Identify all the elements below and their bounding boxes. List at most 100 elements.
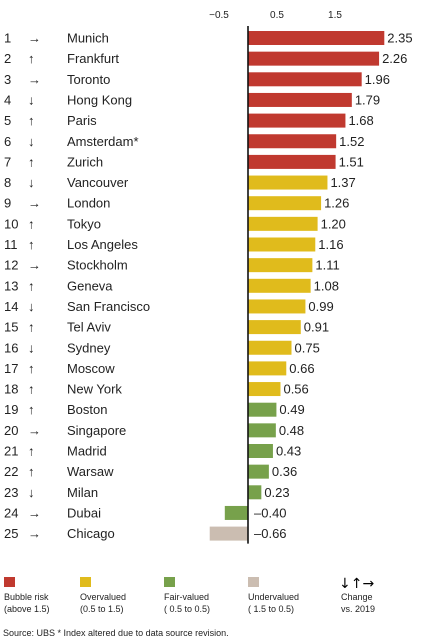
value-label: 1.16 bbox=[318, 237, 343, 252]
value-label: 1.96 bbox=[365, 72, 390, 87]
value-label: 0.36 bbox=[272, 464, 297, 479]
value-label: 0.99 bbox=[308, 299, 333, 314]
bar-overvalued bbox=[248, 278, 311, 293]
table-row: 12 → Stockholm 1.11 bbox=[4, 258, 340, 273]
city-label: San Francisco bbox=[67, 299, 150, 314]
rank-label: 17 bbox=[4, 361, 18, 376]
change-right-icon: → bbox=[28, 196, 41, 211]
legend-item-bubble: Bubble risk (above 1.5) bbox=[4, 577, 50, 614]
city-label: Boston bbox=[67, 402, 107, 417]
bar-overvalued bbox=[248, 340, 292, 355]
table-row: 20 → Singapore 0.48 bbox=[4, 423, 304, 438]
value-label: 1.26 bbox=[324, 196, 349, 211]
rank-label: 18 bbox=[4, 382, 18, 397]
city-label: Dubai bbox=[67, 505, 101, 520]
value-label: –0.40 bbox=[254, 505, 287, 520]
rank-label: 10 bbox=[4, 216, 18, 231]
rank-label: 3 bbox=[4, 72, 11, 87]
table-row: 9 → London 1.26 bbox=[4, 196, 349, 211]
bar-overvalued bbox=[248, 382, 281, 397]
city-label: Singapore bbox=[67, 423, 126, 438]
city-label: Toronto bbox=[67, 72, 110, 87]
value-label: 0.91 bbox=[304, 320, 329, 335]
table-row: 10 ↑ Tokyo 1.20 bbox=[4, 216, 346, 231]
table-row: 25 → Chicago –0.66 bbox=[4, 526, 287, 541]
value-label: –0.66 bbox=[254, 526, 287, 541]
legend-range: (above 1.5) bbox=[4, 604, 50, 614]
rank-label: 2 bbox=[4, 51, 11, 66]
city-label: Geneva bbox=[67, 278, 113, 293]
change-down-icon: ↓ bbox=[28, 485, 35, 500]
change-up-icon: ↑ bbox=[28, 464, 35, 479]
city-label: Tokyo bbox=[67, 216, 101, 231]
legend-swatch bbox=[164, 577, 175, 587]
bar-bubble bbox=[248, 72, 362, 87]
table-row: 19 ↑ Boston 0.49 bbox=[4, 402, 305, 417]
change-up-icon: ↑ bbox=[28, 216, 35, 231]
value-label: 0.56 bbox=[283, 382, 308, 397]
rank-label: 13 bbox=[4, 278, 18, 293]
bar-bubble bbox=[248, 154, 336, 169]
legend-swatch bbox=[248, 577, 259, 587]
value-label: 0.75 bbox=[295, 340, 320, 355]
rank-label: 1 bbox=[4, 31, 11, 46]
change-up-icon: ↑ bbox=[28, 154, 35, 169]
value-label: 2.26 bbox=[382, 51, 407, 66]
change-up-icon: ↑ bbox=[28, 382, 35, 397]
legend-item-change: ↓↑→Change vs. 2019 bbox=[339, 576, 375, 614]
city-label: London bbox=[67, 196, 110, 211]
rank-label: 8 bbox=[4, 175, 11, 190]
legend-label: vs. 2019 bbox=[341, 604, 375, 614]
city-label: New York bbox=[67, 382, 122, 397]
legend-item-fair: Fair-valued ( 0.5 to 0.5) bbox=[164, 577, 210, 614]
table-row: 4 ↓ Hong Kong 1.79 bbox=[4, 92, 380, 107]
value-label: 1.20 bbox=[321, 216, 346, 231]
value-label: 1.51 bbox=[339, 154, 364, 169]
rank-label: 20 bbox=[4, 423, 18, 438]
table-row: 3 → Toronto 1.96 bbox=[4, 72, 390, 87]
bar-fair bbox=[248, 402, 277, 417]
city-label: Frankfurt bbox=[67, 51, 119, 66]
bar-overvalued bbox=[248, 237, 316, 252]
rank-label: 4 bbox=[4, 92, 11, 107]
city-label: Zurich bbox=[67, 154, 103, 169]
table-row: 8 ↓ Vancouver 1.37 bbox=[4, 175, 356, 190]
bar-overvalued bbox=[248, 320, 301, 335]
city-label: Warsaw bbox=[67, 464, 114, 479]
city-label: Los Angeles bbox=[67, 237, 138, 252]
rank-label: 19 bbox=[4, 402, 18, 417]
change-right-icon: → bbox=[28, 72, 41, 87]
change-right-icon: → bbox=[28, 526, 41, 541]
rank-label: 15 bbox=[4, 320, 18, 335]
table-row: 15 ↑ Tel Aviv 0.91 bbox=[4, 320, 329, 335]
bar-fair bbox=[248, 444, 273, 458]
rank-label: 22 bbox=[4, 464, 18, 479]
value-label: 1.79 bbox=[355, 92, 380, 107]
change-right-icon: → bbox=[28, 505, 41, 520]
rank-label: 11 bbox=[4, 237, 18, 252]
change-right-icon: → bbox=[28, 31, 41, 46]
table-row: 22 ↑ Warsaw 0.36 bbox=[4, 464, 297, 479]
value-label: 0.43 bbox=[276, 444, 301, 459]
x-tick-label: 0.5 bbox=[270, 10, 284, 21]
bar-bubble bbox=[248, 92, 352, 107]
table-row: 6 ↓ Amsterdam* 1.52 bbox=[4, 134, 364, 149]
table-row: 7 ↑ Zurich 1.51 bbox=[4, 154, 364, 169]
legend-range: (0.5 to 1.5) bbox=[80, 604, 124, 614]
bar-overvalued bbox=[248, 299, 306, 314]
change-down-icon: ↓ bbox=[28, 92, 35, 107]
change-down-icon: ↓ bbox=[28, 340, 35, 355]
change-up-icon: ↑ bbox=[28, 444, 35, 459]
legend-label: Bubble risk bbox=[4, 592, 49, 602]
city-label: Sydney bbox=[67, 340, 111, 355]
change-up-icon: ↑ bbox=[28, 237, 35, 252]
legend-label: Undervalued bbox=[248, 592, 299, 602]
table-row: 14 ↓ San Francisco 0.99 bbox=[4, 299, 334, 314]
value-label: 2.35 bbox=[387, 31, 412, 46]
rank-label: 9 bbox=[4, 196, 11, 211]
change-down-icon: ↓ bbox=[28, 299, 35, 314]
city-label: Tel Aviv bbox=[67, 320, 111, 335]
bar-overvalued bbox=[248, 216, 318, 231]
table-row: 23 ↓ Milan 0.23 bbox=[4, 485, 290, 500]
value-label: 0.66 bbox=[289, 361, 314, 376]
